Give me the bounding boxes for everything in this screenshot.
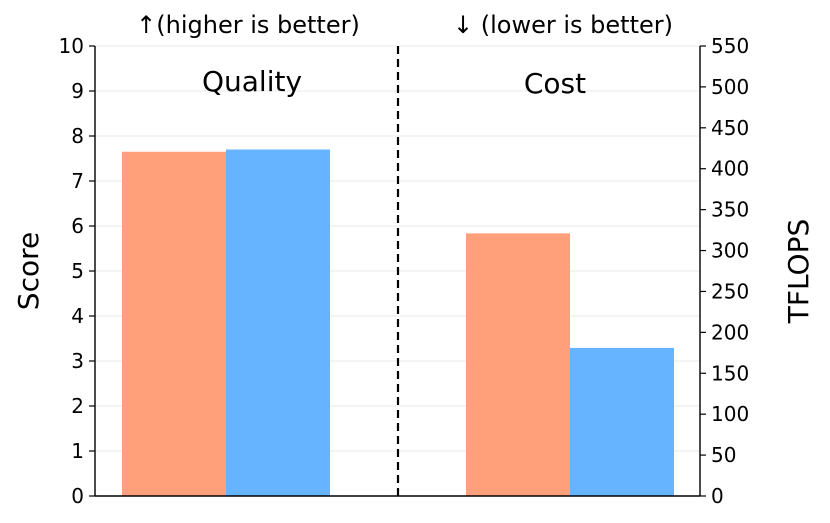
panel-label-cost: Cost — [524, 67, 586, 100]
bars — [122, 149, 674, 496]
panel-label-quality: Quality — [202, 65, 302, 98]
left-tick-label: 7 — [71, 169, 84, 193]
left-tick-label: 8 — [71, 124, 84, 148]
left-tick-label: 2 — [71, 394, 84, 418]
right-tick-label: 200 — [711, 320, 749, 344]
right-tick-label: 250 — [711, 279, 749, 303]
left-tick-label: 3 — [71, 349, 84, 373]
right-tick-label: 350 — [711, 198, 749, 222]
right-header: ↓ (lower is better) — [453, 11, 673, 39]
right-tick-label: 550 — [711, 34, 749, 58]
left-tick-label: 4 — [71, 304, 84, 328]
right-tick-label: 400 — [711, 157, 749, 181]
left-tick-label: 1 — [71, 439, 84, 463]
y-axis-label-left: Score — [12, 232, 45, 310]
right-tick-label: 300 — [711, 239, 749, 263]
bar-quality-0 — [122, 151, 226, 496]
right-axis-ticks: 0 50 100 150 200 250 300 350 400 450 500 550 — [700, 34, 749, 508]
right-tick-label: 150 — [711, 361, 749, 385]
left-tick-label: 9 — [71, 79, 84, 103]
right-tick-label: 500 — [711, 75, 749, 99]
left-tick-label: 0 — [71, 484, 84, 508]
left-tick-label: 6 — [71, 214, 84, 238]
right-tick-label: 450 — [711, 116, 749, 140]
bar-cost-0 — [466, 233, 570, 496]
bar-quality-1 — [226, 149, 330, 496]
right-tick-label: 0 — [711, 484, 724, 508]
left-header: ↑(higher is better) — [136, 11, 360, 39]
right-tick-label: 100 — [711, 402, 749, 426]
right-tick-label: 50 — [711, 443, 736, 467]
left-axis-ticks: 0 1 2 3 4 5 6 7 8 9 10 — [59, 34, 95, 508]
y-axis-label-right: TFLOPS — [782, 219, 815, 325]
left-tick-label: 5 — [71, 259, 84, 283]
bar-cost-1 — [570, 347, 674, 496]
left-tick-label: 10 — [59, 34, 84, 58]
